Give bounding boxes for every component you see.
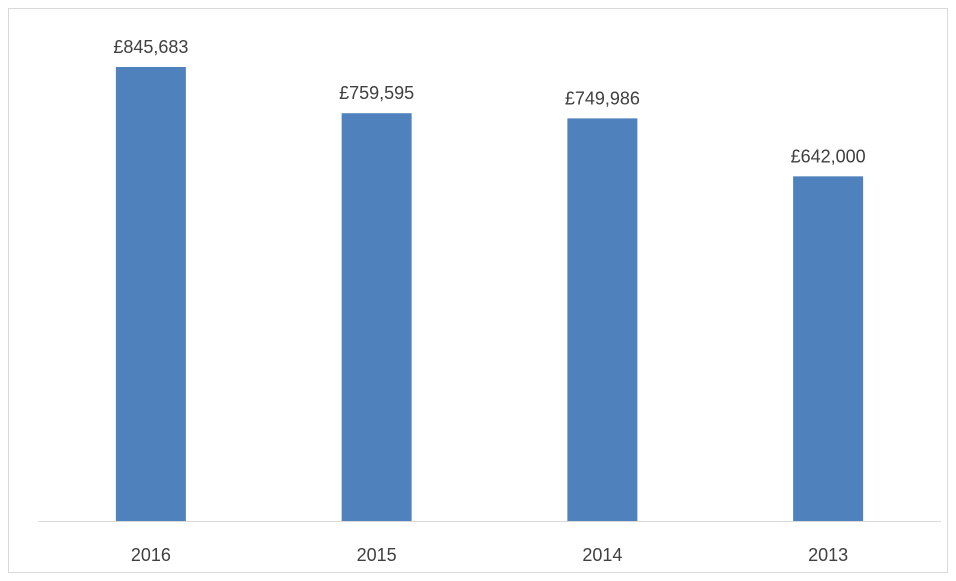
x-tick-labels-group: 2016 2015 2014 2013 [131,545,848,565]
data-label-2014: £749,986 [565,88,640,108]
bar-2013 [793,176,864,521]
data-label-2016: £845,683 [113,37,188,57]
data-label-2013: £642,000 [791,146,866,166]
x-tick-label-2016: 2016 [131,545,171,565]
x-tick-label-2013: 2013 [808,545,848,565]
bar-2016 [115,67,186,521]
bar-2015 [341,113,412,521]
bar-2014 [567,118,638,521]
bars-group [115,67,864,521]
x-tick-label-2015: 2015 [357,545,397,565]
x-tick-label-2014: 2014 [582,545,622,565]
data-label-2015: £759,595 [339,83,414,103]
data-labels-group: £845,683 £759,595 £749,986 £642,000 [113,37,865,166]
